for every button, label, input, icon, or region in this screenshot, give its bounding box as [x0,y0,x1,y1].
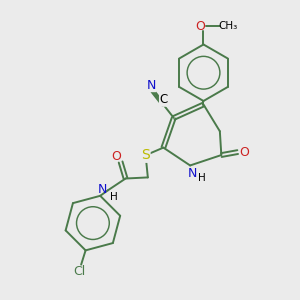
Text: N: N [188,167,197,180]
Text: N: N [98,183,107,196]
Text: N: N [146,79,156,92]
Text: C: C [160,93,168,106]
Text: O: O [195,20,205,33]
Text: O: O [111,150,121,163]
Text: H: H [110,192,118,202]
Text: H: H [197,173,205,183]
Text: O: O [239,146,249,159]
Text: S: S [141,148,150,162]
Text: Cl: Cl [73,265,85,278]
Text: CH₃: CH₃ [218,21,238,31]
